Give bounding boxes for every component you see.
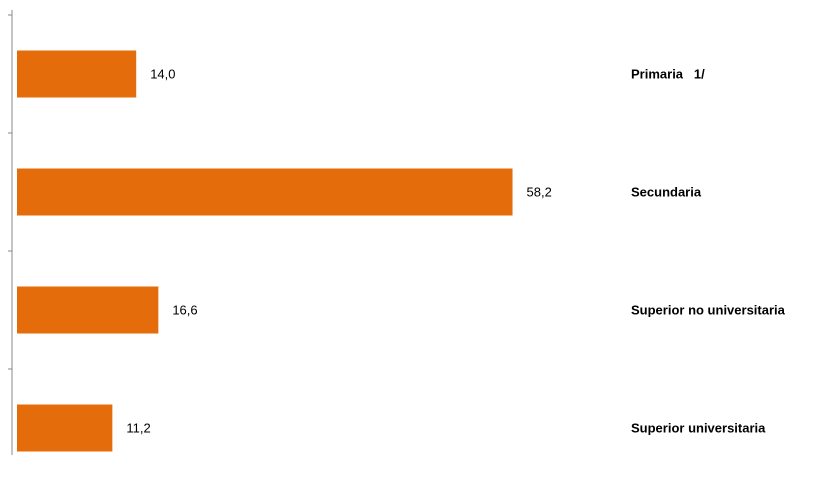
bar (17, 286, 159, 334)
value-label: 58,2 (527, 184, 552, 199)
category-label: Superior universitaria (631, 420, 766, 435)
bar (17, 168, 513, 216)
category-label: Superior no universitaria (631, 302, 786, 317)
bar (17, 404, 113, 452)
value-label: 14,0 (150, 66, 175, 81)
value-label: 11,2 (126, 420, 150, 435)
value-label: 16,6 (172, 302, 197, 317)
category-label: Secundaria (631, 184, 702, 199)
bar (17, 50, 137, 98)
category-label: Primaria 1/ (631, 66, 705, 81)
